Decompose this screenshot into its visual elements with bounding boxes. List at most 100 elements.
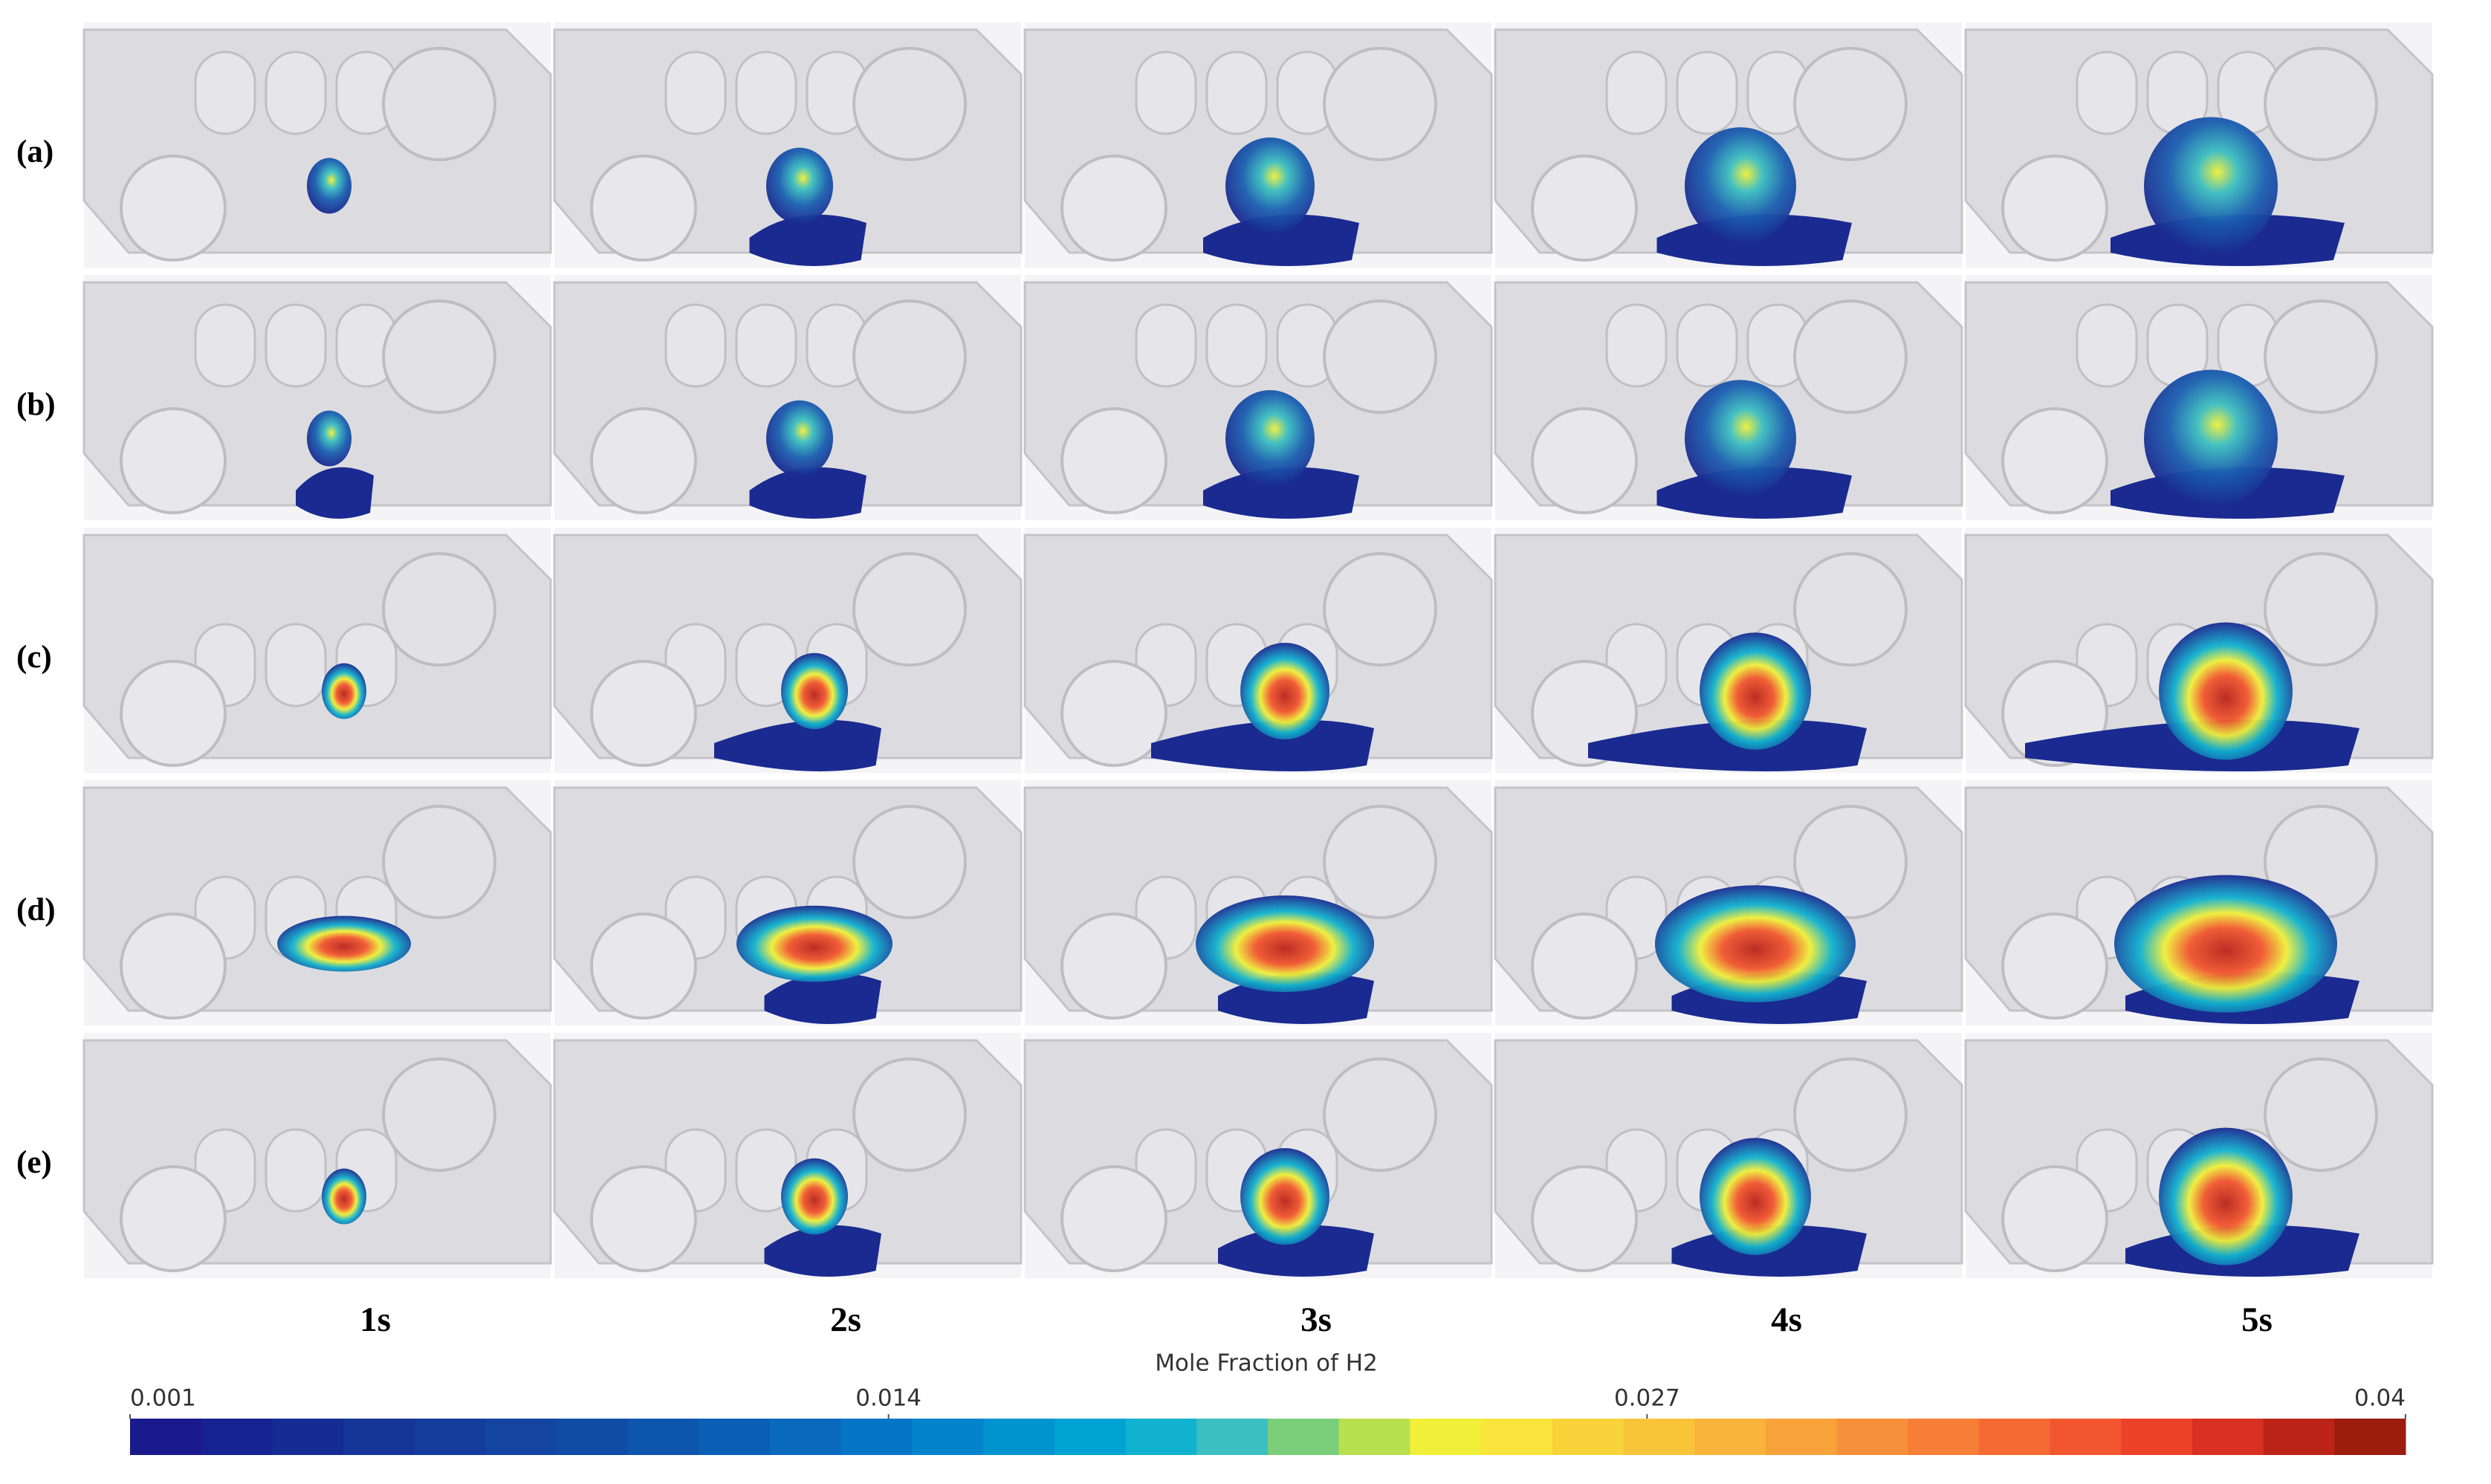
panel xyxy=(82,528,552,773)
row-label: (d) xyxy=(16,892,56,927)
colorbar-step xyxy=(770,1419,842,1455)
hydrogen-cloud xyxy=(1196,895,1374,992)
panel xyxy=(1494,22,1963,268)
wheel xyxy=(590,407,697,514)
hydrogen-cloud xyxy=(322,663,366,719)
hydrogen-cloud xyxy=(2144,117,2278,255)
colorbar-step xyxy=(1908,1419,1980,1455)
panel xyxy=(82,275,552,520)
panel xyxy=(1023,22,1493,268)
plume xyxy=(1203,214,1359,266)
hydrogen-cloud xyxy=(1685,380,1796,497)
wheel xyxy=(1531,913,1638,1020)
colorbar-step xyxy=(627,1419,699,1455)
tank xyxy=(1205,51,1268,135)
wheel xyxy=(1793,1057,1908,1172)
panel xyxy=(553,780,1023,1025)
panel xyxy=(1494,275,1963,520)
tank xyxy=(2076,51,2138,135)
hydrogen-cloud xyxy=(2114,875,2337,1013)
wheel xyxy=(1323,299,1437,414)
hydrogen-cloud xyxy=(2159,1127,2293,1266)
hydrogen-cloud xyxy=(781,1158,848,1235)
colorbar-step xyxy=(912,1419,984,1455)
panel xyxy=(1964,528,2434,773)
wheel xyxy=(852,299,967,414)
column-label: 3s xyxy=(1300,1300,1332,1339)
hydrogen-cloud xyxy=(1655,885,1856,1002)
colorbar-step xyxy=(343,1419,415,1455)
panel xyxy=(1964,22,2434,268)
wheel xyxy=(2001,1165,2108,1272)
hydrogen-cloud xyxy=(2144,369,2278,508)
hydrogen-cloud xyxy=(766,147,833,224)
wheel xyxy=(1060,155,1167,262)
colorbar-step xyxy=(130,1419,202,1455)
panel xyxy=(553,1033,1023,1278)
colorbar-step xyxy=(840,1419,913,1455)
panel xyxy=(1023,528,1493,773)
hydrogen-cloud xyxy=(1700,1138,1811,1255)
panel xyxy=(1964,1033,2434,1278)
colorbar-tick-label: 0.001 xyxy=(130,1385,196,1412)
hydrogen-cloud xyxy=(307,410,352,467)
panel xyxy=(1494,1033,1963,1278)
tank xyxy=(194,51,256,135)
panel xyxy=(1023,275,1493,520)
wheel xyxy=(590,913,697,1020)
panel xyxy=(82,780,552,1025)
panel xyxy=(1964,275,2434,520)
colorbar-step xyxy=(557,1419,629,1455)
wheel xyxy=(590,155,697,262)
colorbar-step xyxy=(2334,1419,2406,1455)
row-label: (b) xyxy=(16,387,56,422)
tank xyxy=(265,623,327,707)
panel xyxy=(553,528,1023,773)
colorbar-title: Mole Fraction of H2 xyxy=(1155,1350,1378,1377)
wheel xyxy=(382,299,496,414)
wheel xyxy=(1060,913,1167,1020)
colorbar-step xyxy=(2263,1419,2335,1455)
wheel xyxy=(1793,552,1908,667)
colorbar-step xyxy=(1694,1419,1766,1455)
wheel xyxy=(2264,299,2378,414)
hydrogen-cloud xyxy=(1225,390,1315,487)
colorbar-step xyxy=(2121,1419,2193,1455)
wheel xyxy=(120,155,227,262)
tank xyxy=(1135,303,1197,388)
row-label: (c) xyxy=(16,640,52,675)
wheel xyxy=(1531,407,1638,514)
hydrogen-cloud xyxy=(322,1168,366,1225)
hydrogen-cloud xyxy=(1700,632,1811,750)
column-label: 5s xyxy=(2241,1300,2273,1339)
tank xyxy=(1205,303,1268,388)
colorbar-step xyxy=(1054,1419,1127,1455)
colorbar-step xyxy=(1978,1419,2051,1455)
colorbar-step xyxy=(1765,1419,1837,1455)
tank xyxy=(664,51,727,135)
colorbar-step xyxy=(983,1419,1055,1455)
tank xyxy=(1135,51,1197,135)
hydrogen-cloud xyxy=(2159,622,2293,760)
panel xyxy=(1964,780,2434,1025)
panel xyxy=(553,22,1023,268)
panel xyxy=(553,275,1023,520)
wheel xyxy=(382,805,496,919)
wheel xyxy=(1793,47,1908,161)
panel xyxy=(1023,1033,1493,1278)
tank xyxy=(1605,303,1668,388)
wheel xyxy=(2264,1057,2378,1172)
colorbar-step xyxy=(1196,1419,1269,1455)
colorbar-step xyxy=(1623,1419,1695,1455)
wheel xyxy=(2001,913,2108,1020)
tank xyxy=(265,51,327,135)
wheel xyxy=(2264,552,2378,667)
row-label: (e) xyxy=(16,1145,52,1180)
hydrogen-cloud xyxy=(1225,137,1315,234)
tank xyxy=(265,1128,327,1213)
column-label: 4s xyxy=(1771,1300,1802,1339)
colorbar-step xyxy=(1836,1419,1908,1455)
plume xyxy=(1151,719,1374,771)
